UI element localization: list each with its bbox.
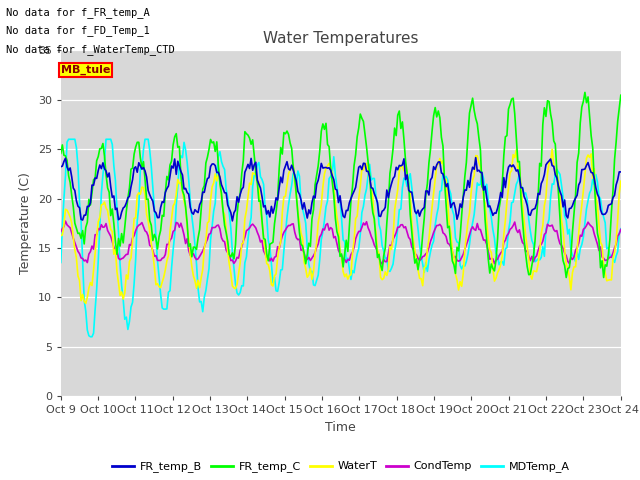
X-axis label: Time: Time [325,420,356,433]
Y-axis label: Temperature (C): Temperature (C) [19,172,32,274]
Text: MB_tule: MB_tule [61,65,110,75]
Text: No data for f_FR_temp_A: No data for f_FR_temp_A [6,7,150,18]
Text: No data for f_FD_Temp_1: No data for f_FD_Temp_1 [6,25,150,36]
Text: No data for f_WaterTemp_CTD: No data for f_WaterTemp_CTD [6,44,175,55]
Title: Water Temperatures: Water Temperatures [263,32,419,47]
Legend: FR_temp_B, FR_temp_C, WaterT, CondTemp, MDTemp_A: FR_temp_B, FR_temp_C, WaterT, CondTemp, … [108,457,574,477]
